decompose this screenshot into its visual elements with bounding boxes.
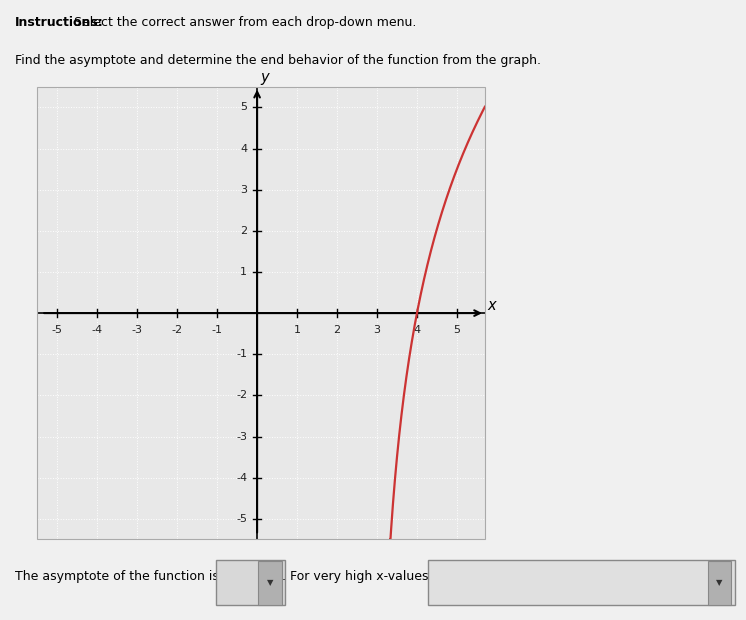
Text: -1: -1 [236,349,247,359]
Text: 3: 3 [374,325,380,335]
Text: 4: 4 [413,325,421,335]
Text: The asymptote of the function is: The asymptote of the function is [15,570,219,583]
Text: -4: -4 [92,325,103,335]
Text: Instructions:: Instructions: [15,17,104,29]
FancyBboxPatch shape [216,560,285,605]
Text: 5: 5 [240,102,247,112]
Text: 1: 1 [294,325,301,335]
Text: -5: -5 [236,514,247,524]
Text: -2: -2 [236,391,247,401]
Text: -4: -4 [236,472,247,483]
FancyBboxPatch shape [708,560,731,605]
Text: -5: -5 [51,325,63,335]
Text: Find the asymptote and determine the end behavior of the function from the graph: Find the asymptote and determine the end… [15,54,541,67]
Text: 5: 5 [454,325,460,335]
Text: -3: -3 [132,325,142,335]
FancyBboxPatch shape [427,560,735,605]
Text: -2: -2 [172,325,183,335]
Text: . For very high x-values, y: . For very high x-values, y [281,570,443,583]
Text: x: x [487,298,495,313]
FancyBboxPatch shape [258,560,281,605]
Text: -1: -1 [212,325,222,335]
Text: y: y [260,69,269,85]
Text: 4: 4 [240,143,247,154]
Text: ▼: ▼ [716,578,723,587]
Text: Select the correct answer from each drop-down menu.: Select the correct answer from each drop… [69,17,416,29]
Text: 2: 2 [240,226,247,236]
Text: 1: 1 [240,267,247,277]
Text: -3: -3 [236,432,247,441]
Text: ▼: ▼ [266,578,273,587]
Text: 3: 3 [240,185,247,195]
Text: 2: 2 [333,325,341,335]
